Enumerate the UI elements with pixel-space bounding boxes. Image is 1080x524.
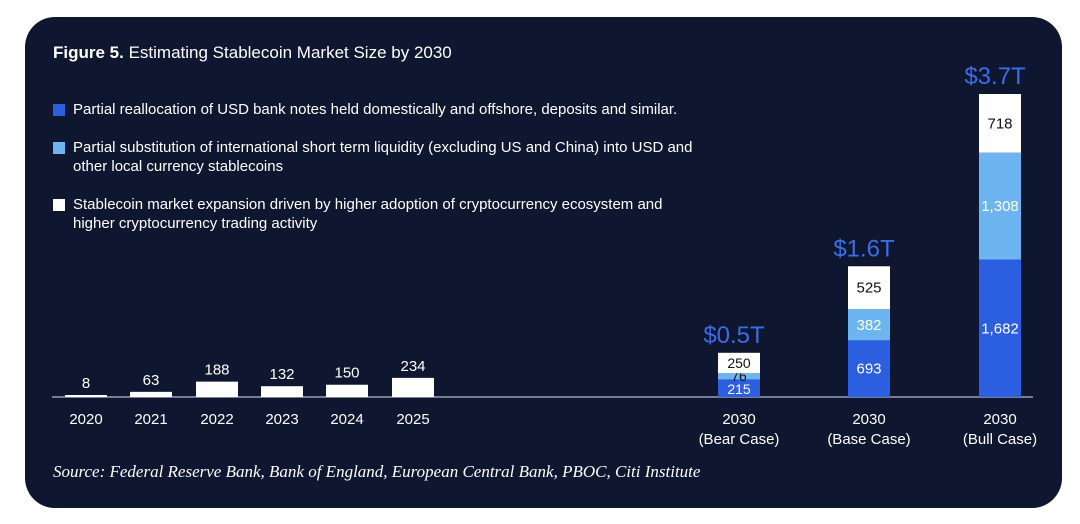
legend-swatch <box>53 199 65 211</box>
x-tick-label: 2030 <box>983 411 1016 428</box>
segment-liquidity <box>979 152 1021 260</box>
data-label: 188 <box>204 362 229 379</box>
segment-label: 250 <box>727 355 751 371</box>
total-label: $0.5T <box>703 322 765 349</box>
segment-label: 215 <box>727 381 751 397</box>
legend-item-bank-notes: Partial reallocation of USD bank notes h… <box>53 100 693 119</box>
x-tick-sublabel: (Base Case) <box>827 431 910 448</box>
bar-2025 <box>392 377 434 397</box>
bar-2021 <box>130 391 172 397</box>
data-label: 234 <box>400 358 425 375</box>
segment-label: 718 <box>987 115 1012 132</box>
x-tick-sublabel: (Bear Case) <box>699 431 780 448</box>
x-tick-label: 2025 <box>396 411 429 428</box>
legend-item-liquidity: Partial substitution of international sh… <box>53 138 693 176</box>
figure-number: Figure 5. <box>53 43 124 62</box>
x-tick-label: 2021 <box>134 411 167 428</box>
legend-swatch <box>53 104 65 116</box>
legend-label: Partial substitution of international sh… <box>73 139 693 175</box>
legend-label: Partial reallocation of USD bank notes h… <box>73 101 678 118</box>
chart-panel <box>25 17 1062 508</box>
data-label: 132 <box>269 366 294 383</box>
bar-2023 <box>261 386 303 397</box>
source-note: Source: Federal Reserve Bank, Bank of En… <box>53 462 701 481</box>
segment-label: 1,308 <box>981 198 1019 215</box>
legend-swatch <box>53 142 65 154</box>
data-label: 63 <box>143 372 160 389</box>
x-tick-label: 2030 <box>852 411 885 428</box>
segment-liquidity <box>848 309 890 341</box>
x-tick-label: 2024 <box>330 411 363 428</box>
x-tick-sublabel: (Bull Case) <box>963 431 1037 448</box>
segment-crypto <box>979 94 1021 153</box>
legend-item-crypto: Stablecoin market expansion driven by hi… <box>53 195 693 233</box>
total-label: $1.6T <box>833 235 895 262</box>
title-text: Estimating Stablecoin Market Size by 203… <box>128 43 452 62</box>
segment-label: 693 <box>856 361 881 378</box>
chart-title: Figure 5. Estimating Stablecoin Market S… <box>53 43 452 63</box>
x-tick-label: 2030 <box>722 411 755 428</box>
legend: Partial reallocation of USD bank notes h… <box>53 100 693 252</box>
data-label: 150 <box>334 365 359 382</box>
bar-2020 <box>65 395 107 397</box>
segment-label: 1,682 <box>981 320 1019 337</box>
x-tick-label: 2023 <box>265 411 298 428</box>
x-tick-label: 2020 <box>69 411 102 428</box>
legend-label: Stablecoin market expansion driven by hi… <box>73 196 663 232</box>
bar-2024 <box>326 384 368 397</box>
total-label: $3.7T <box>964 63 1026 90</box>
segment-liquidity <box>718 373 760 380</box>
x-tick-label: 2022 <box>200 411 233 428</box>
segment-bank_notes <box>848 340 890 397</box>
segment-crypto <box>848 266 890 310</box>
segment-crypto <box>718 352 760 374</box>
bar-2022 <box>196 381 238 397</box>
segment-label: 525 <box>856 280 881 297</box>
data-label: 8 <box>82 375 90 392</box>
segment-bank_notes <box>979 259 1021 397</box>
segment-bank_notes <box>718 379 760 397</box>
segment-label: 382 <box>856 317 881 334</box>
